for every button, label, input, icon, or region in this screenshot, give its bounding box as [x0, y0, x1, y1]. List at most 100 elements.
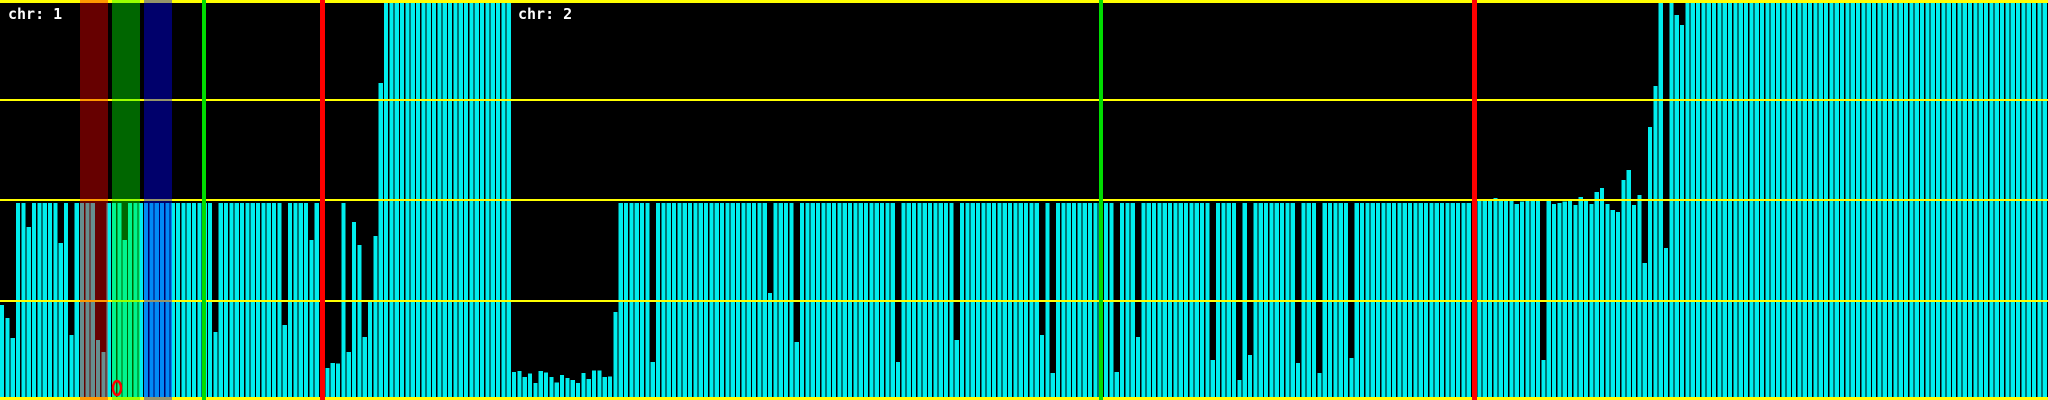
coverage-bar — [1941, 3, 1946, 400]
coverage-bar — [794, 342, 799, 400]
coverage-bar — [1791, 3, 1797, 400]
coverage-bar — [1610, 210, 1615, 400]
coverage-bar — [501, 3, 506, 400]
coverage-bar — [1781, 3, 1786, 400]
coverage-bar — [357, 245, 362, 400]
coverage-bar — [1679, 25, 1685, 400]
coverage-bar — [437, 3, 442, 400]
coverage-bar — [517, 370, 522, 400]
coverage-bar — [1823, 3, 1829, 400]
coverage-bar — [607, 376, 613, 400]
coverage-bar — [1674, 15, 1679, 400]
coverage-bar — [1770, 3, 1775, 400]
coverage-bar — [1903, 3, 1909, 400]
coverage-bar — [1989, 3, 1994, 400]
coverage-bar — [1967, 3, 1973, 400]
coverage-bar — [1850, 3, 1855, 400]
coverage-bar — [895, 362, 901, 400]
coverage-bar — [1530, 198, 1535, 400]
coverage-bar — [570, 380, 575, 400]
coverage-bar — [1498, 199, 1503, 400]
chr1-label: chr: 1 — [8, 5, 63, 23]
coverage-bar — [1871, 3, 1877, 400]
coverage-bar — [1994, 3, 1999, 400]
coverage-bar — [2031, 3, 2037, 400]
coverage-bar — [1925, 3, 1930, 400]
coverage-bar — [1839, 3, 1845, 400]
coverage-bar — [559, 374, 565, 400]
coverage-bar — [1050, 373, 1055, 400]
coverage-bar — [1999, 3, 2005, 400]
coverage-bar — [1930, 3, 1935, 400]
coverage-bar — [325, 367, 330, 400]
coverage-bar — [1594, 192, 1599, 400]
coverage-bar — [565, 378, 570, 400]
coverage-bar — [549, 376, 554, 400]
green-marker-line-2 — [1099, 0, 1103, 400]
coverage-bar — [389, 3, 394, 400]
coverage-bar — [458, 3, 463, 400]
coverage-bar — [1247, 355, 1253, 400]
coverage-bar — [58, 243, 63, 400]
coverage-bar — [1695, 3, 1701, 400]
coverage-bar — [10, 338, 15, 400]
coverage-bar — [330, 363, 335, 400]
coverage-bar — [453, 3, 458, 400]
coverage-bar — [394, 3, 399, 400]
coverage-bar — [474, 3, 479, 400]
coverage-bar — [1509, 199, 1514, 400]
coverage-bar — [1701, 3, 1706, 400]
coverage-bar — [405, 3, 410, 400]
coverage-bar — [511, 372, 517, 400]
coverage-bar — [95, 340, 101, 400]
coverage-bar — [415, 3, 421, 400]
coverage-bar — [586, 378, 591, 400]
coverage-bar — [346, 352, 351, 400]
coverage-bar — [479, 3, 485, 400]
coverage-bar — [2010, 3, 2015, 400]
coverage-bar — [1807, 3, 1813, 400]
coverage-bar — [1349, 358, 1354, 400]
coverage-bar — [1567, 199, 1573, 400]
coverage-bar — [1535, 199, 1541, 400]
gridline-horizontal — [0, 0, 2048, 3]
coverage-bar — [543, 372, 549, 400]
coverage-bar — [1135, 337, 1141, 400]
coverage-bar — [1663, 248, 1669, 400]
coverage-bar — [431, 3, 437, 400]
coverage-bar — [282, 325, 287, 400]
coverage-bar — [1525, 199, 1530, 400]
coverage-bar — [362, 337, 367, 400]
coverage-bar — [69, 335, 74, 400]
coverage-bar — [213, 332, 218, 400]
coverage-bar — [26, 227, 31, 400]
gridline-horizontal — [0, 99, 2048, 101]
coverage-bar — [469, 3, 474, 400]
coverage-bar — [554, 382, 559, 400]
coverage-bar — [1626, 170, 1631, 400]
coverage-bar — [1973, 3, 1978, 400]
coverage-bar — [1573, 204, 1578, 400]
coverage-bar — [1957, 3, 1962, 400]
gridline-horizontal — [0, 199, 2048, 201]
coverage-bar — [1210, 360, 1215, 400]
coverage-bar — [373, 236, 378, 400]
coverage-bar — [495, 3, 501, 400]
coverage-bar — [2015, 3, 2021, 400]
coverage-bar — [1978, 3, 1983, 400]
coverage-bar — [1759, 3, 1765, 400]
coverage-bar — [533, 383, 538, 400]
coverage-bar — [597, 370, 602, 400]
coverage-bar — [1733, 3, 1738, 400]
coverage-bar — [1914, 3, 1919, 400]
coverage-bar — [1765, 3, 1770, 400]
coverage-bar — [1621, 180, 1626, 400]
coverage-bar — [1855, 3, 1861, 400]
coverage-bar — [2026, 3, 2031, 400]
coverage-bar — [490, 3, 495, 400]
coverage-bar — [1845, 3, 1850, 400]
coverage-bar — [1647, 127, 1653, 400]
red-marker-line-1 — [320, 0, 325, 400]
coverage-bar — [0, 305, 5, 400]
